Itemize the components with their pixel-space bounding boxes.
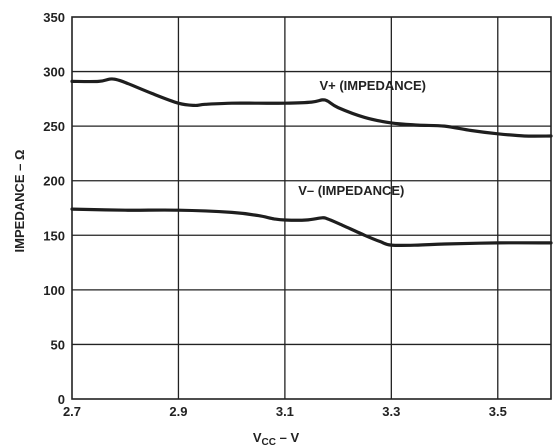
grid-lines [72,17,551,399]
x-axis-label-subscript: CC [262,437,276,447]
series-line-v-plus [70,77,553,138]
x-axis-label-main: V [253,430,262,445]
y-tick-label: 50 [51,337,65,352]
y-tick-label: 0 [58,392,65,407]
x-tick-label: 3.3 [382,404,400,419]
x-axis-label: VCC – V [253,430,300,447]
series-labels: V+ (IMPEDANCE) V– (IMPEDANCE) [298,78,426,198]
y-tick-label: 150 [43,228,65,243]
y-tick-label: 250 [43,119,65,134]
y-tick-label: 100 [43,283,65,298]
series-label-v-plus: V+ (IMPEDANCE) [319,78,426,93]
y-axis-label: IMPEDANCE – Ω [12,150,27,253]
series-lines [70,77,553,248]
series-label-v-minus: V– (IMPEDANCE) [298,183,404,198]
y-tick-label: 300 [43,65,65,80]
x-tick-label: 2.7 [63,404,81,419]
x-tick-label: 3.5 [489,404,507,419]
y-tick-labels: 0 50 100 150 200 250 300 350 [43,10,65,407]
x-tick-label: 2.9 [169,404,187,419]
y-tick-label: 350 [43,10,65,25]
x-tick-label: 3.1 [276,404,294,419]
plot-frame [71,16,552,400]
series-line-v-minus [70,207,553,248]
y-tick-label: 200 [43,174,65,189]
x-tick-labels: 2.7 2.9 3.1 3.3 3.5 [63,404,507,419]
x-axis-label-rest: – V [276,430,299,445]
